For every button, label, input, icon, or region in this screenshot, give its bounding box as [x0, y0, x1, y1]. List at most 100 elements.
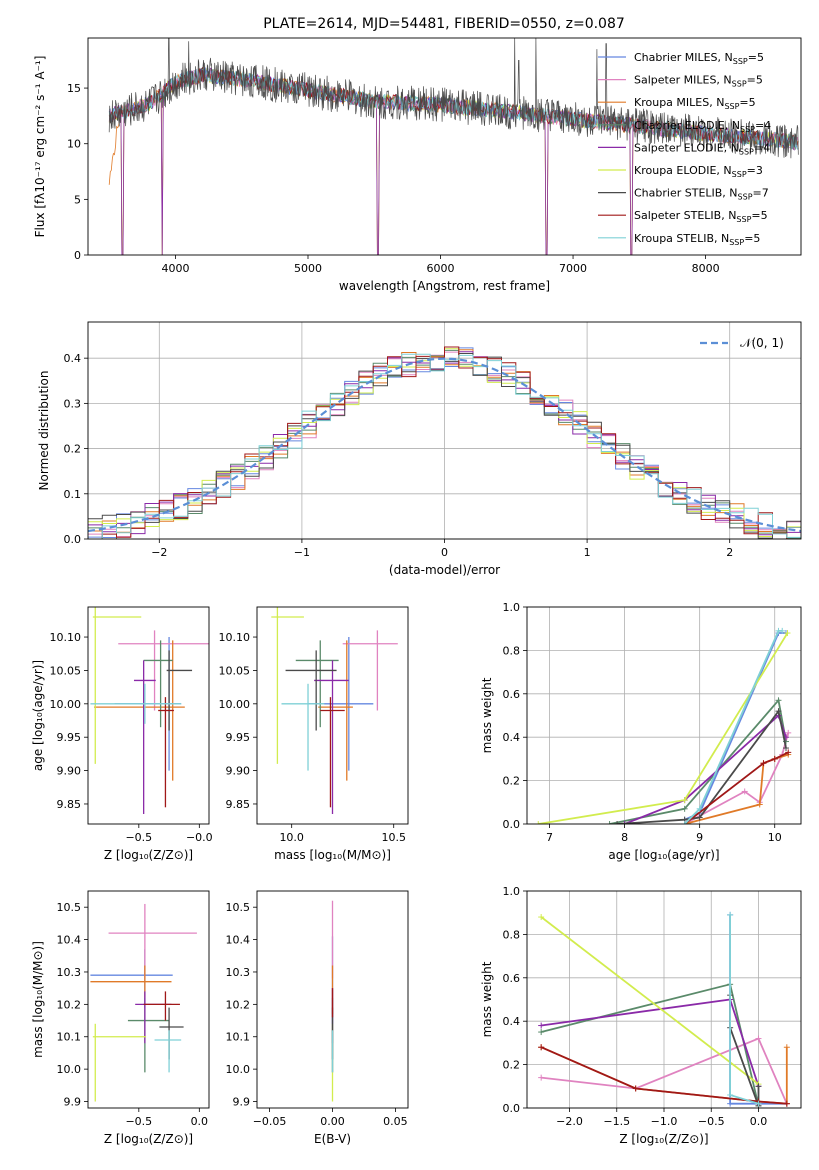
x-tick-label: 4000: [161, 262, 189, 275]
y-tick-label: 9.85: [226, 798, 251, 811]
y-axis-label: mass [log₁₀(M/M⊙)]: [31, 941, 45, 1058]
legend-entry: Kroupa ELODIE, NSSP=3: [634, 164, 763, 179]
x-tick-label: 7: [546, 831, 553, 844]
y-tick-label: 10.05: [50, 664, 82, 677]
y-tick-label: 9.9: [64, 1096, 82, 1109]
plot-area-age_vs_Z: [90, 607, 209, 814]
panel-mass_vs_ebv: −0.05 0.00 0.05 9.9 10.0 10.1 10.2 10.3 10.4 10.5…: [226, 890, 409, 1146]
axes-frame: [87, 37, 802, 256]
x-axis-label: (data-model)/error: [389, 563, 500, 577]
y-tick-label: 0.8: [503, 928, 521, 941]
plot-area-mass_vs_Z: [90, 903, 197, 1102]
weight-line: [540, 916, 760, 1085]
y-tick-label: 0.6: [503, 688, 521, 701]
y-tick-label: 10.3: [226, 966, 251, 979]
y-tick-label: 10.00: [219, 698, 251, 711]
y-tick-label: 10.4: [57, 934, 82, 947]
panel-mass_vs_Z: −0.5 0.0 9.9 10.0 10.1 10.2 10.3 10.4 10.5 Z [log…: [31, 890, 210, 1146]
y-tick-label: 0.2: [503, 1059, 521, 1072]
y-axis-label: age [log₁₀(age/yr)]: [31, 660, 45, 771]
panel-weight_vs_age: 7 8 9 10 0.0 0.2 0.4 0.6 0.8 1.0 age [log₁₀(age/yr…: [480, 601, 802, 862]
x-tick-label: −2.0: [556, 1115, 583, 1128]
y-tick-label: 0.1: [64, 488, 82, 501]
y-tick-label: 10.0: [57, 1063, 82, 1076]
y-tick-label: 10.05: [219, 664, 251, 677]
x-tick-label: −0.5: [125, 1115, 152, 1128]
histogram-step: [88, 353, 801, 539]
weight-line: [540, 983, 760, 1107]
x-tick-label: 0.05: [383, 1115, 408, 1128]
grid-weight_vs_Z: [527, 890, 801, 1109]
y-tick-label: 5: [74, 193, 81, 206]
figure-title: PLATE=2614, MJD=54481, FIBERID=0550, z=0…: [263, 16, 625, 32]
x-tick-label: −0.5: [125, 831, 152, 844]
x-axis-label: mass [log₁₀(M/M⊙)]: [274, 848, 391, 862]
y-tick-label: 10.0: [226, 1063, 251, 1076]
x-tick-label: 5000: [294, 262, 322, 275]
axes-frame: [87, 890, 210, 1109]
x-tick-label: 10.0: [279, 831, 304, 844]
y-tick-label: 0.6: [503, 972, 521, 985]
x-tick-label: −0.05: [253, 1115, 287, 1128]
legend-entry: Kroupa MILES, NSSP=5: [634, 96, 756, 111]
y-axis-label: Flux [fλ10⁻¹⁷ erg cm⁻² s⁻¹ A⁻¹]: [33, 56, 47, 238]
legend-entry: Chabrier STELIB, NSSP=7: [634, 187, 769, 202]
legend-entry: Salpeter MILES, NSSP=5: [634, 74, 763, 89]
y-tick-label: 0.2: [503, 775, 521, 788]
x-tick-label: 9: [696, 831, 703, 844]
y-tick-label: 10.00: [50, 698, 82, 711]
x-tick-label: 0.00: [320, 1115, 345, 1128]
axes-frame: [87, 606, 210, 825]
weight-line: [684, 751, 789, 824]
x-tick-label: −2: [151, 546, 167, 559]
y-tick-label: 0.8: [503, 644, 521, 657]
y-tick-label: 10.4: [226, 934, 251, 947]
y-tick-label: 10.2: [57, 998, 82, 1011]
y-axis-label: mass weight: [480, 961, 494, 1037]
y-axis-label: Normed distribution: [37, 371, 51, 491]
weight-line: [541, 998, 760, 1087]
y-tick-label: 9.95: [226, 731, 251, 744]
panel-weight_vs_Z: −2.0 −1.5 −1.0 −0.5 0.0 0.0 0.2 0.4 0.6 0.8 1.0 Z […: [480, 885, 802, 1146]
y-tick-label: 10.5: [57, 901, 82, 914]
y-tick-label: 9.90: [57, 765, 82, 778]
x-tick-label: 8000: [692, 262, 720, 275]
x-tick-label: 7000: [559, 262, 587, 275]
y-tick-label: 10.3: [57, 966, 82, 979]
x-tick-label: 6000: [427, 262, 455, 275]
y-tick-label: 10.10: [50, 631, 82, 644]
y-tick-label: 9.9: [233, 1096, 251, 1109]
weight-line: [609, 698, 787, 824]
y-tick-label: 15: [67, 82, 81, 95]
spectrum-observed-line: [108, 38, 799, 159]
y-tick-label: 0.2: [64, 443, 82, 456]
normal-reference-curve: [88, 357, 801, 533]
x-tick-label: 2: [726, 546, 733, 559]
x-tick-label: −0.5: [698, 1115, 725, 1128]
grid-weight_vs_age: [527, 606, 801, 825]
y-tick-label: 10: [67, 138, 81, 151]
legend: Chabrier MILES, NSSP=5 Salpeter MILES, NS…: [598, 51, 771, 247]
plot-area-weight_vs_age: [535, 627, 792, 824]
y-tick-label: 0.4: [503, 1015, 521, 1028]
axes-frame: [526, 606, 802, 825]
axes-frame: [256, 606, 409, 825]
x-tick-label: 0.0: [750, 1115, 768, 1128]
y-tick-label: 9.90: [226, 765, 251, 778]
y-tick-label: 0.3: [64, 397, 82, 410]
y-tick-label: 10.1: [57, 1031, 82, 1044]
y-tick-label: 0.4: [64, 352, 82, 365]
weight-line: [540, 1046, 787, 1105]
x-axis-label: wavelength [Angstrom, rest frame]: [339, 279, 550, 293]
histogram-step: [88, 346, 801, 539]
panel-spectrum: 4000 5000 6000 7000 8000 0 5 10 15 wavelength [An…: [33, 37, 802, 293]
plot-area-spectrum: [108, 38, 799, 255]
y-tick-label: 9.95: [57, 731, 82, 744]
y-tick-label: 0.0: [503, 818, 521, 831]
legend-entry: Salpeter ELODIE, NSSP=4: [634, 141, 770, 156]
y-tick-label: 1.0: [503, 885, 521, 898]
x-tick-label: −1.0: [651, 1115, 678, 1128]
weight-line: [541, 1037, 788, 1105]
x-tick-label: −0.0: [186, 831, 213, 844]
